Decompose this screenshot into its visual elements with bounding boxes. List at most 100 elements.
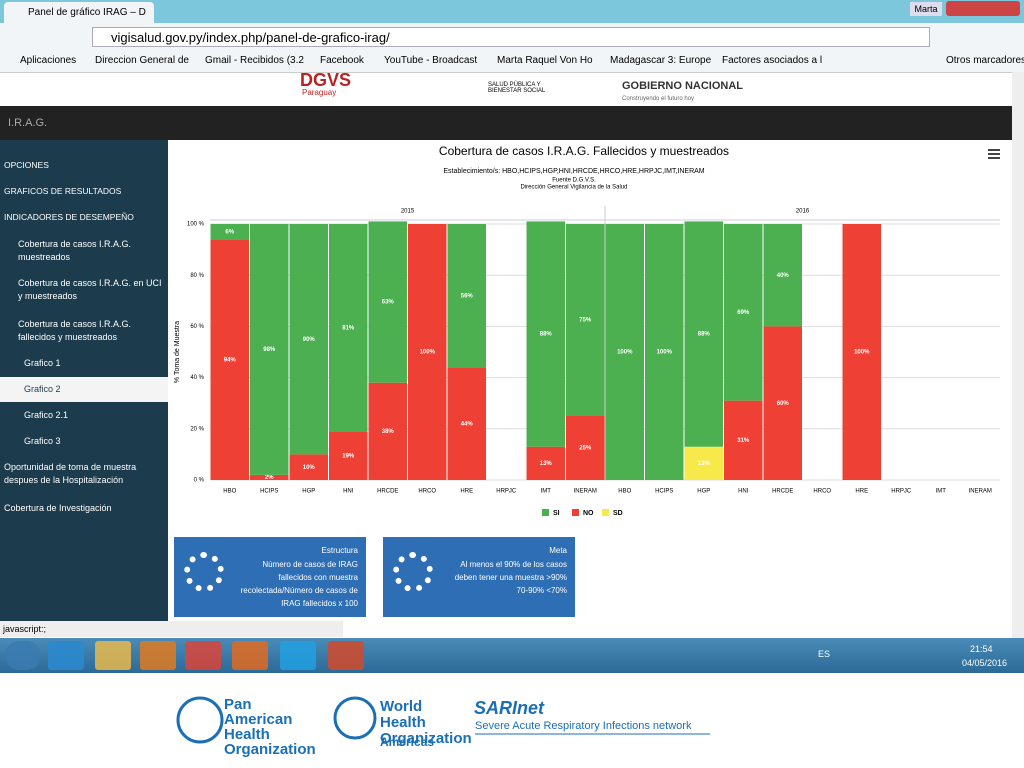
x-tick-label: INERAM bbox=[969, 489, 992, 495]
taskbar-time: 21:54 bbox=[970, 644, 993, 654]
bar-segment bbox=[526, 221, 565, 447]
x-tick-label: IMT bbox=[936, 489, 947, 495]
tab-strip bbox=[0, 0, 1024, 23]
chart-title: Cobertura de casos I.R.A.G. Fallecidos y… bbox=[439, 144, 729, 158]
data-label: 100% bbox=[420, 350, 436, 356]
menu-item[interactable]: Cobertura de casos I.R.A.G. en UCI y mue… bbox=[18, 278, 162, 301]
paho-logo: Pan American Health Organization bbox=[224, 696, 316, 758]
window-buttons[interactable] bbox=[946, 1, 1020, 16]
x-tick-label: HCIPS bbox=[655, 489, 673, 495]
menu-item[interactable]: Grafico 2 bbox=[24, 384, 61, 394]
user[interactable]: Marta bbox=[910, 2, 942, 16]
menu-item[interactable]: INDICADORES DE DESEMPEÑO bbox=[4, 212, 134, 222]
menu-item[interactable]: Cobertura de casos I.R.A.G. fallecidos y… bbox=[18, 319, 132, 342]
bar-segment bbox=[842, 224, 881, 480]
bar-segment bbox=[763, 224, 802, 327]
box-icon bbox=[184, 552, 224, 592]
x-tick-label: HRCO bbox=[813, 489, 831, 495]
y-tick-label: 80 % bbox=[190, 273, 204, 279]
chart-subtitle: Establecimiento/s: HBO,HCIPS,HGP,HNI,HRC… bbox=[443, 168, 704, 175]
logo-sub: Construyendo el futuro hoy bbox=[622, 96, 695, 102]
data-label: 90% bbox=[303, 337, 316, 343]
menu-item[interactable]: Cobertura de casos I.R.A.G. muestreados bbox=[18, 239, 132, 262]
data-label: 10% bbox=[303, 465, 316, 471]
taskbar-icon[interactable] bbox=[48, 641, 84, 670]
footer-logos bbox=[176, 696, 710, 744]
status-bar: javascript:; bbox=[0, 621, 343, 637]
bookmark[interactable]: Facebook bbox=[320, 55, 364, 66]
other-bookmarks[interactable]: Otros marcadores bbox=[946, 55, 1024, 66]
taskbar-icon[interactable] bbox=[5, 641, 41, 670]
menu-item[interactable]: OPCIONES bbox=[4, 160, 49, 170]
menu-item[interactable]: Grafico 3 bbox=[24, 436, 61, 446]
bookmark[interactable]: Gmail - Recibidos (3.2 bbox=[205, 55, 304, 66]
legend-swatch bbox=[542, 509, 549, 516]
bar-segment bbox=[368, 382, 407, 480]
bar-segment bbox=[645, 224, 684, 480]
bar-segment bbox=[329, 431, 368, 480]
x-tick-label: HCIPS bbox=[260, 489, 278, 495]
logo: SALUD PÚBLICA Y BIENESTAR SOCIAL bbox=[488, 82, 546, 94]
chart-subtitle: Fuente D.G.V.S. bbox=[552, 178, 596, 184]
data-label: 40% bbox=[777, 273, 790, 279]
box-title: Estructura bbox=[321, 546, 358, 555]
data-label: 19% bbox=[342, 453, 355, 459]
taskbar-icon[interactable] bbox=[328, 641, 364, 670]
bookmark[interactable]: Direccion General de bbox=[95, 55, 189, 66]
group-label: 2016 bbox=[796, 209, 810, 215]
data-label: 6% bbox=[225, 229, 234, 235]
bar-segment bbox=[250, 224, 289, 475]
bar-segment bbox=[289, 224, 328, 455]
data-label: 56% bbox=[461, 293, 474, 299]
bar-segment bbox=[250, 474, 289, 480]
selected-row bbox=[0, 377, 168, 402]
menu-item[interactable]: GRAFICOS DE RESULTADOS bbox=[4, 186, 122, 196]
menu-item[interactable]: Grafico 2.1 bbox=[24, 410, 69, 420]
bookmark[interactable]: YouTube - Broadcast bbox=[384, 55, 478, 66]
menu-item[interactable]: Cobertura de Investigación bbox=[4, 503, 112, 513]
menu-icon[interactable] bbox=[988, 149, 1000, 159]
data-label: 75% bbox=[579, 318, 592, 324]
menu-item[interactable]: Grafico 1 bbox=[24, 358, 61, 368]
legend-label: SD bbox=[613, 510, 623, 517]
chart-subtitle: Dirección General Vigilancia de la Salud bbox=[521, 185, 628, 191]
sarinet-logo: SARInet bbox=[474, 698, 545, 718]
data-label: 69% bbox=[737, 310, 750, 316]
bar-segment bbox=[566, 224, 605, 416]
x-tick-label: HGP bbox=[697, 489, 710, 495]
bar-segment bbox=[447, 224, 486, 368]
bookmark[interactable]: Factores asociados a l bbox=[722, 55, 823, 66]
bookmark[interactable]: Madagascar 3: Europe bbox=[610, 55, 712, 66]
data-label: 81% bbox=[342, 325, 355, 331]
taskbar-icon[interactable] bbox=[232, 641, 268, 670]
x-tick-label: HBO bbox=[223, 489, 236, 495]
taskbar-icon[interactable] bbox=[140, 641, 176, 670]
address-bar[interactable]: vigisalud.gov.py/index.php/panel-de-graf… bbox=[92, 27, 930, 47]
x-tick-label: HGP bbox=[302, 489, 315, 495]
tab[interactable]: Panel de gráfico IRAG – D bbox=[4, 2, 154, 23]
bar-segment bbox=[763, 326, 802, 480]
who-logo: World Health Organization bbox=[380, 698, 472, 747]
taskbar-date: 04/05/2016 bbox=[962, 658, 1008, 668]
bar-segment bbox=[684, 446, 723, 480]
y-tick-label: 60 % bbox=[190, 324, 204, 330]
bookmark[interactable]: Marta Raquel Von Ho bbox=[497, 55, 593, 66]
bar-segment bbox=[210, 239, 249, 480]
legend-swatch bbox=[572, 509, 579, 516]
y-tick-label: 0 % bbox=[194, 478, 205, 484]
taskbar-icon[interactable] bbox=[95, 641, 131, 670]
bar-segment bbox=[605, 224, 644, 480]
data-label: 13% bbox=[540, 461, 553, 467]
taskbar-icon[interactable] bbox=[185, 641, 221, 670]
bookmark[interactable]: Aplicaciones bbox=[20, 55, 77, 66]
data-label: 60% bbox=[777, 401, 790, 407]
x-tick-label: HRCDE bbox=[772, 489, 793, 495]
title-bar: I.R.A.G. bbox=[0, 106, 1012, 140]
taskbar-icon[interactable] bbox=[280, 641, 316, 670]
y-axis-label: % Toma de Muestra bbox=[174, 321, 181, 383]
y-tick-label: 100 % bbox=[187, 222, 205, 228]
bar-segment bbox=[684, 221, 723, 447]
menu-item[interactable]: Oportunidad de toma de muestra despues d… bbox=[4, 462, 137, 485]
y-tick-label: 40 % bbox=[190, 375, 204, 381]
